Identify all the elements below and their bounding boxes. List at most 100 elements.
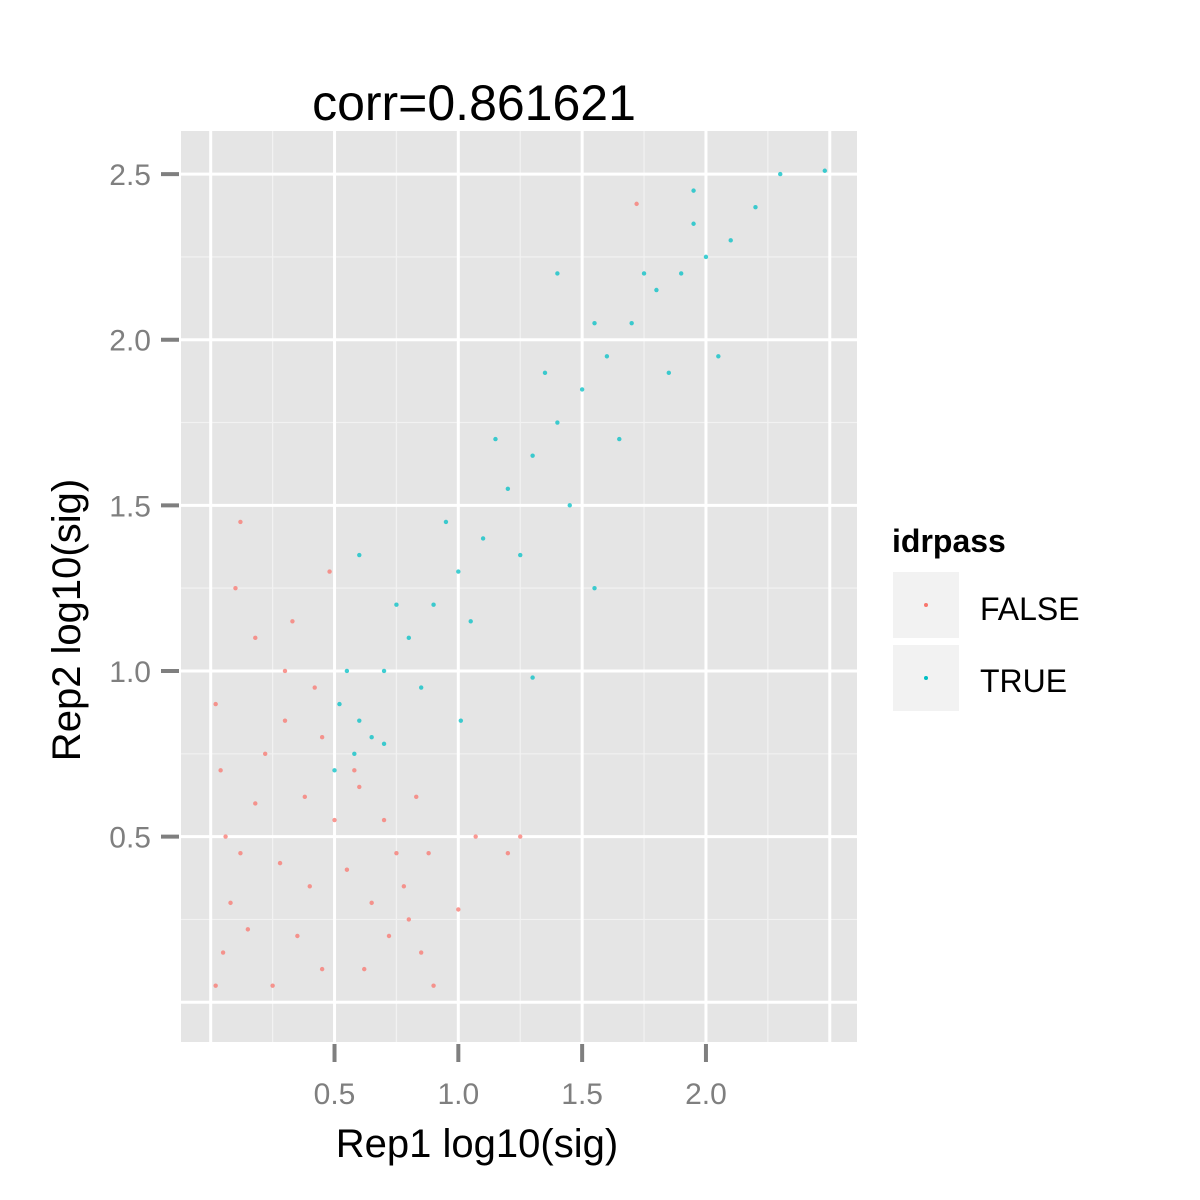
data-point-false	[312, 685, 317, 690]
series-true-points	[332, 168, 828, 773]
data-point-false	[418, 950, 424, 955]
data-point-false	[295, 933, 300, 939]
data-point-true	[394, 602, 399, 607]
legend: idrpass FALSE TRUE	[892, 523, 1080, 711]
data-point-true	[555, 420, 560, 425]
data-point-false	[238, 519, 243, 525]
data-point-true	[822, 168, 828, 173]
data-point-false	[381, 817, 387, 823]
data-point-true	[518, 552, 523, 558]
data-point-true	[337, 701, 342, 707]
data-point-false	[352, 768, 357, 773]
y-axis: 0.5 1.0 1.5 2.0 2.5	[109, 159, 179, 855]
plot-panel	[181, 131, 857, 1042]
data-point-false	[456, 907, 461, 912]
data-point-true	[505, 486, 511, 491]
data-point-true	[332, 768, 337, 773]
data-point-true	[431, 602, 436, 607]
data-point-false	[386, 933, 392, 939]
data-point-false	[344, 867, 350, 872]
y-axis-title: Rep2 log10(sig)	[45, 479, 89, 761]
data-point-false	[262, 751, 268, 756]
data-point-false	[302, 794, 308, 800]
legend-label-false: FALSE	[980, 591, 1080, 627]
data-point-false	[414, 794, 419, 800]
data-point-false	[518, 834, 523, 839]
data-point-true	[418, 685, 424, 690]
data-point-false	[277, 860, 283, 866]
data-point-false	[332, 817, 337, 823]
data-point-true	[703, 254, 709, 260]
data-point-true	[592, 585, 597, 591]
data-point-true	[691, 221, 696, 226]
legend-title: idrpass	[892, 523, 1006, 559]
data-point-true	[778, 171, 783, 177]
data-point-true	[530, 675, 535, 680]
data-point-true	[678, 271, 684, 276]
x-tick-label: 2.0	[685, 1078, 727, 1111]
data-point-true	[530, 453, 535, 458]
chart-title: corr=0.861621	[312, 75, 636, 131]
data-point-true	[641, 271, 647, 276]
x-axis: 0.5 1.0 1.5 2.0	[314, 1044, 727, 1111]
data-point-true	[468, 619, 473, 624]
data-point-false	[505, 850, 511, 856]
data-point-false	[290, 619, 295, 624]
data-point-true	[592, 320, 597, 326]
data-point-false	[238, 850, 243, 856]
y-tick-label: 1.5	[109, 490, 151, 523]
data-point-true	[456, 569, 461, 574]
data-point-false	[431, 983, 436, 988]
data-point-false	[282, 718, 288, 723]
data-point-false	[357, 784, 362, 790]
data-point-false	[401, 884, 407, 889]
data-point-false	[282, 668, 288, 674]
data-point-false	[270, 983, 275, 988]
x-tick-label: 0.5	[314, 1078, 356, 1111]
data-point-true	[480, 536, 486, 541]
data-point-false	[473, 834, 478, 839]
data-point-false	[220, 950, 226, 955]
legend-label-true: TRUE	[980, 663, 1067, 699]
data-point-false	[218, 768, 223, 773]
data-point-true	[728, 238, 733, 243]
data-point-false	[634, 201, 639, 207]
data-point-false	[245, 927, 251, 932]
data-point-true	[357, 718, 362, 723]
data-point-true	[344, 668, 350, 674]
data-point-true	[666, 370, 672, 376]
data-point-true	[629, 320, 634, 326]
series-false-points	[213, 201, 639, 988]
data-point-false	[426, 850, 431, 856]
data-point-true	[567, 503, 572, 508]
data-point-false	[394, 850, 399, 856]
data-point-false	[213, 983, 218, 988]
data-point-false	[319, 966, 325, 972]
data-point-true	[691, 188, 696, 193]
x-tick-label: 1.5	[561, 1078, 603, 1111]
data-point-true	[352, 751, 357, 756]
data-point-true	[542, 370, 548, 376]
minor-gridlines	[181, 131, 857, 1042]
data-point-true	[443, 519, 449, 525]
data-point-true	[604, 354, 610, 359]
y-tick-label: 2.0	[109, 325, 151, 358]
data-point-false	[307, 884, 312, 889]
data-point-true	[458, 718, 464, 723]
data-point-true	[753, 204, 758, 210]
y-tick-label: 0.5	[109, 822, 151, 855]
legend-key-true-dot	[924, 676, 928, 680]
data-point-false	[223, 834, 228, 839]
data-point-true	[357, 552, 362, 558]
x-axis-title: Rep1 log10(sig)	[336, 1122, 618, 1166]
data-point-false	[213, 701, 218, 707]
data-point-false	[362, 966, 367, 972]
data-point-false	[233, 585, 238, 591]
data-point-false	[327, 569, 332, 574]
data-point-false	[253, 635, 258, 641]
data-point-true	[381, 668, 387, 674]
data-point-true	[406, 635, 412, 641]
data-point-true	[716, 354, 721, 359]
x-tick-label: 1.0	[437, 1078, 479, 1111]
